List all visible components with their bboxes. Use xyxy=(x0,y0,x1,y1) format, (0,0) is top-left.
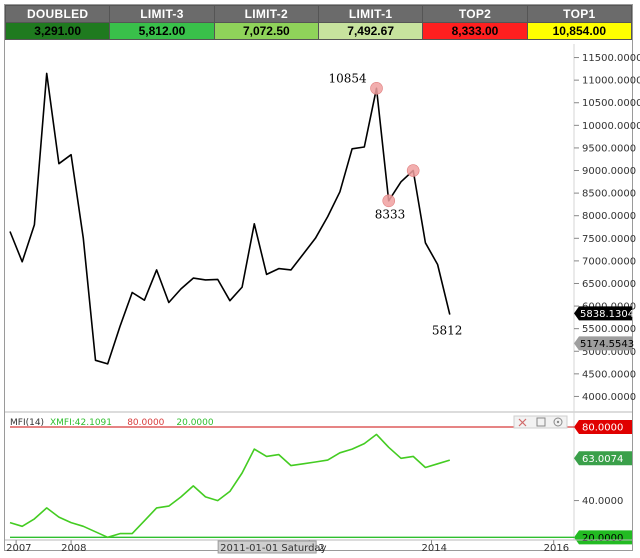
level-value-top1: 10,854.00 xyxy=(526,22,633,40)
settings-icon[interactable] xyxy=(553,417,563,427)
mfi-legend: MFI(14) XMFI:42.1091 80.0000 20.0000 xyxy=(10,418,214,428)
price-tick-label: 6500.0000 xyxy=(582,279,636,290)
mfi-level-badge: 80.0000 xyxy=(574,420,632,435)
mfi-current-badge: 63.0074 xyxy=(574,451,632,466)
level-value-limit-1: 7,492.67 xyxy=(317,22,424,40)
pivot-marker xyxy=(370,81,383,95)
cursor-date-text: 2011-01-01 Saturday xyxy=(220,543,326,554)
chart-frame xyxy=(4,4,633,551)
price-tick-label: 11500.0000 xyxy=(582,53,640,64)
level-label-doubled: DOUBLED xyxy=(4,5,111,23)
minimize-icon[interactable] xyxy=(536,417,546,427)
price-tick-label: 4500.0000 xyxy=(582,369,636,380)
price-tick-label: 11000.0000 xyxy=(582,76,640,87)
level-label-limit-1: LIMIT-1 xyxy=(317,5,424,23)
mfi-legend-entry: 20.0000 xyxy=(176,418,213,428)
price-badge-label: 5838.1304 xyxy=(580,309,634,320)
mfi-current-label: 63.0074 xyxy=(582,454,623,465)
mfi-level-label: 20.0000 xyxy=(582,533,623,544)
price-levels-labels-row: DOUBLED LIMIT-3 LIMIT-2 LIMIT-1 TOP2 TOP… xyxy=(4,5,633,23)
price-tick-label: 7000.0000 xyxy=(582,256,636,267)
last-price-badge: 5838.1304 xyxy=(574,306,634,321)
time-axis: 200720082012201420162011-01-01 Saturday xyxy=(5,539,632,554)
time-tick-label: 2008 xyxy=(61,543,86,554)
pin-icon[interactable] xyxy=(516,417,529,427)
price-tick-label: 10500.0000 xyxy=(582,98,640,109)
price-tick-label: 8000.0000 xyxy=(582,211,636,222)
level-label-top1: TOP1 xyxy=(526,5,633,23)
time-tick-label: 2007 xyxy=(6,543,31,554)
mfi-legend-entry: XMFI:42.1091 xyxy=(50,418,112,428)
time-tick-label: 2016 xyxy=(544,543,569,554)
mfi-indicator-pane: MFI(14) XMFI:42.1091 80.0000 20.0000 80.0000… xyxy=(9,418,632,545)
secondary-price-badge: 5174.5543 xyxy=(574,336,634,351)
level-label-top2: TOP2 xyxy=(422,5,528,23)
level-label-limit-2: LIMIT-2 xyxy=(213,5,319,23)
cursor-date-label: 2011-01-01 Saturday xyxy=(217,540,327,554)
price-annotation: 5812 xyxy=(432,324,463,338)
mfi-legend-entry: 80.0000 xyxy=(127,418,164,428)
mfi-level-badge: 20.0000 xyxy=(574,530,632,545)
level-value-limit-2: 7,072.50 xyxy=(213,22,319,40)
mfi-level-label: 80.0000 xyxy=(582,423,623,434)
price-annotation: 8333 xyxy=(375,208,406,222)
price-tick-label: 9500.0000 xyxy=(582,143,636,154)
level-value-top2: 8,333.00 xyxy=(422,22,528,40)
level-label-limit-3: LIMIT-3 xyxy=(109,5,215,23)
level-value-doubled: 3,291.00 xyxy=(4,22,111,40)
mfi-tick-label: 40.0000 xyxy=(582,496,623,507)
level-value-limit-3: 5,812.00 xyxy=(109,22,215,40)
pivot-marker xyxy=(382,194,396,208)
price-tick-label: 10000.0000 xyxy=(582,121,640,132)
price-tick-label: 5000.0000 xyxy=(582,347,636,358)
time-tick-label: 2014 xyxy=(422,543,447,554)
price-tick-label: 4000.0000 xyxy=(582,392,636,403)
price-badge-label: 5174.5543 xyxy=(580,339,634,350)
mfi-series-line xyxy=(9,433,451,539)
pivot-marker xyxy=(406,164,420,177)
price-tick-label: 7500.0000 xyxy=(582,234,636,245)
price-levels-table: DOUBLED LIMIT-3 LIMIT-2 LIMIT-1 TOP2 TOP… xyxy=(4,5,633,40)
price-tick-label: 5500.0000 xyxy=(582,324,636,335)
price-tick-label: 8500.0000 xyxy=(582,189,636,200)
price-tick-label: 9000.0000 xyxy=(582,166,636,177)
pane-window-controls xyxy=(513,415,568,429)
main-price-pane: 4000.00004500.00005000.00005500.00006000… xyxy=(5,44,640,540)
price-annotation: 10854 xyxy=(329,72,368,86)
mfi-title: MFI(14) xyxy=(10,418,44,428)
pane-controls-box xyxy=(513,415,568,429)
price-levels-values-row: 3,291.00 5,812.00 7,072.50 7,492.67 8,33… xyxy=(4,22,633,40)
